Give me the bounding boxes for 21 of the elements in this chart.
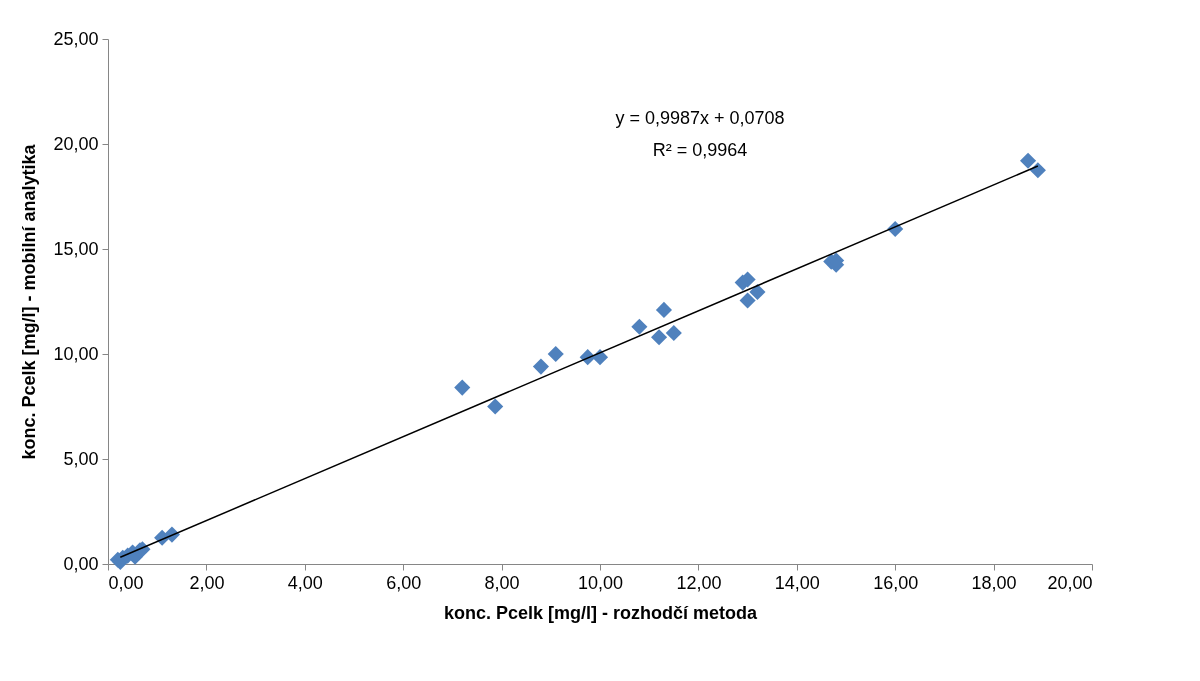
x-tick-label: 0,00	[108, 572, 144, 593]
annotation: R² = 0,9964	[652, 140, 748, 160]
x-tick-label: 12,00	[676, 572, 722, 593]
x-tick-label: 16,00	[873, 572, 919, 593]
x-tick-label: 18,00	[971, 572, 1017, 593]
x-tick-label: 6,00	[386, 572, 422, 593]
x-tick-label: 10,00	[577, 572, 624, 593]
x-tick-label: 8,00	[484, 572, 520, 593]
x-tick-label: 20,00	[1047, 572, 1093, 593]
x-tick-label: 4,00	[287, 572, 323, 593]
y-tick-label: 20,00	[53, 133, 99, 154]
x-tick-label: 2,00	[189, 572, 225, 593]
y-tick-label: 15,00	[53, 238, 99, 259]
y-axis-title: konc. Pcelk [mg/l] - mobilní analytika	[19, 143, 40, 460]
y-tick-label: 25,00	[53, 28, 99, 49]
x-axis-title: konc. Pcelk [mg/l] - rozhodčí metoda	[443, 602, 759, 623]
y-tick-label: 10,00	[53, 343, 99, 364]
annotation: y = 0,9987x + 0,0708	[615, 108, 785, 128]
x-tick-label: 14,00	[774, 572, 820, 593]
y-tick-label: 5,00	[63, 448, 99, 469]
y-tick-label: 0,00	[63, 553, 99, 574]
